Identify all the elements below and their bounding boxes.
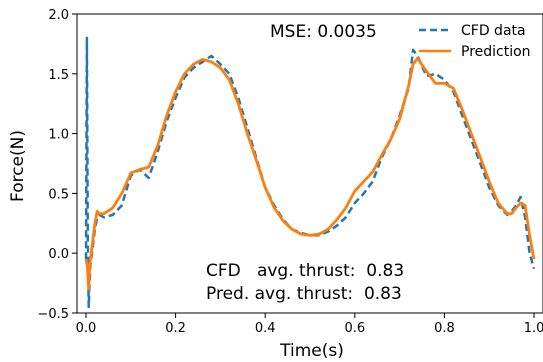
x-tick-label: 1.0 xyxy=(524,321,543,336)
y-tick-label: 1.5 xyxy=(48,68,69,83)
ticks: 0.0 0.2 0.4 0.6 0.8 1.0 −0.5 0.0 0.5 1.0 1.5 2.0 xyxy=(37,8,543,336)
x-tick-label: 0.4 xyxy=(255,321,276,336)
x-tick-label: 0.0 xyxy=(76,321,97,336)
axes-frame xyxy=(76,13,543,314)
cfd-thrust-annotation: CFD avg. thrust: 0.83 xyxy=(206,261,404,281)
series-line-prediction xyxy=(84,56,536,291)
x-tick-label: 0.8 xyxy=(434,321,455,336)
legend: CFD data Prediction xyxy=(419,23,531,60)
y-tick-label: 0.0 xyxy=(48,247,69,262)
y-tick-label: −0.5 xyxy=(37,307,69,322)
x-axis-label: Time(s) xyxy=(279,341,344,361)
mse-annotation: MSE: 0.0035 xyxy=(270,22,377,42)
x-tick-label: 0.2 xyxy=(165,321,186,336)
y-axis-label: Force(N) xyxy=(8,130,28,202)
pred-thrust-annotation: Pred. avg. thrust: 0.83 xyxy=(206,284,402,304)
y-tick-label: 1.0 xyxy=(48,128,69,143)
y-tick-label: 2.0 xyxy=(48,8,69,23)
plot-lines xyxy=(84,36,536,309)
x-tick-label: 0.6 xyxy=(344,321,365,336)
y-tick-label: 0.5 xyxy=(48,187,69,202)
legend-label-prediction: Prediction xyxy=(461,44,531,60)
legend-label-cfd: CFD data xyxy=(461,23,526,39)
